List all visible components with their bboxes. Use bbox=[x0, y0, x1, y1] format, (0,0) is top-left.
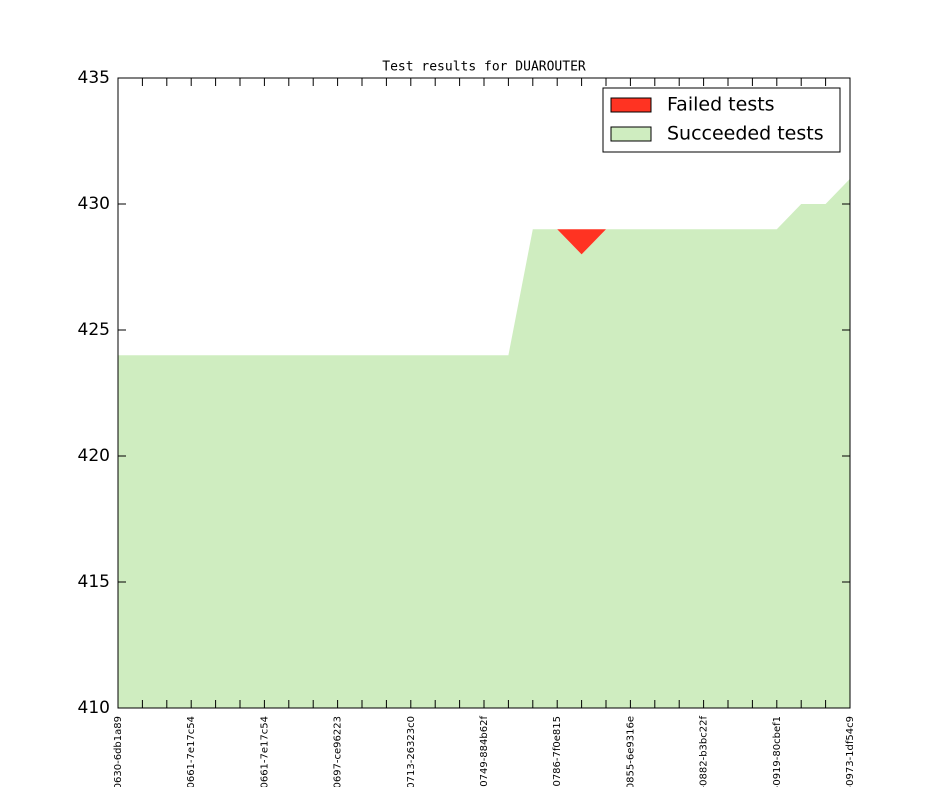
x-tick-label: -0919-80cbef1 bbox=[772, 716, 783, 787]
chart-title: Test results for DUAROUTER bbox=[382, 60, 586, 75]
legend-swatch bbox=[610, 97, 652, 113]
x-tick-label: -0973-1df54c9 bbox=[845, 716, 856, 787]
x-tick-label: -0882-b3bc22f bbox=[699, 716, 710, 787]
y-tick-label: 435 bbox=[78, 68, 110, 88]
x-tick-label: 0713-26323c0 bbox=[406, 716, 417, 787]
x-tick-label: 0661-7e17c54 bbox=[259, 716, 270, 787]
legend-swatch bbox=[610, 126, 652, 142]
legend-label: Succeeded tests bbox=[667, 123, 824, 145]
x-tick-label: 0630-6db1a89 bbox=[113, 716, 124, 787]
y-tick-label: 425 bbox=[78, 320, 110, 340]
x-tick-label: 0661-7e17c54 bbox=[186, 716, 197, 787]
y-tick-label: 415 bbox=[78, 572, 110, 592]
x-tick-label: 0749-884b62f bbox=[479, 716, 490, 787]
y-tick-label: 430 bbox=[78, 194, 110, 214]
x-tick-label: 0697-ce96223 bbox=[333, 716, 344, 787]
x-tick-label: 0855-6e9316e bbox=[625, 716, 636, 787]
x-tick-label: 0786-7f0e815 bbox=[552, 716, 563, 787]
y-tick-label: 410 bbox=[78, 698, 110, 718]
y-tick-label: 420 bbox=[78, 446, 110, 466]
area bbox=[118, 178, 850, 709]
legend-label: Failed tests bbox=[667, 94, 775, 116]
